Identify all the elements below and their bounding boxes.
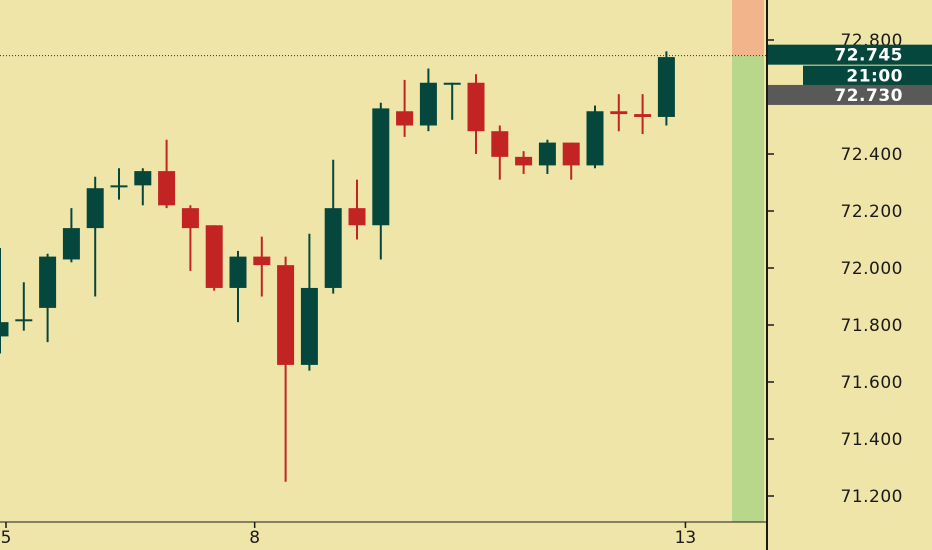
candle-body-up	[86, 188, 104, 229]
candle[interactable]	[181, 205, 199, 271]
candle-body-up	[586, 111, 604, 166]
candle[interactable]	[634, 94, 652, 135]
candle-body-down	[158, 171, 176, 206]
candle-body-up	[372, 108, 390, 226]
candle-body-up	[657, 57, 675, 117]
candle-body-up	[443, 82, 461, 85]
previous-price-badge-bg	[768, 84, 932, 105]
previous-price-badge: 72.730	[768, 84, 932, 106]
candle-body-down	[562, 142, 580, 166]
y-tick-label: 71.200	[841, 487, 903, 507]
candle[interactable]	[39, 253, 57, 343]
y-tick-label: 71.800	[841, 316, 903, 336]
y-tick-label: 72.400	[841, 145, 903, 165]
last-price-label: 72.745	[834, 46, 903, 66]
x-axis: 5 8 13	[1, 522, 697, 548]
candle[interactable]	[253, 236, 271, 297]
candle-body-down	[348, 208, 366, 226]
candles	[0, 51, 675, 482]
candle[interactable]	[515, 151, 533, 174]
candle[interactable]	[300, 233, 318, 371]
countdown-label: 21:00	[846, 67, 903, 87]
candle-body-down	[253, 256, 271, 266]
last-price-badge-bg	[768, 44, 932, 65]
candle-body-up	[39, 256, 57, 308]
candle-body-up	[538, 142, 556, 166]
candle[interactable]	[491, 125, 509, 180]
candle[interactable]	[586, 105, 604, 169]
candle[interactable]	[229, 250, 247, 323]
candle[interactable]	[15, 282, 33, 331]
x-tick-label: 5	[1, 528, 12, 548]
candle-body-up	[62, 228, 80, 260]
candle[interactable]	[134, 168, 152, 206]
candle-body-up	[0, 322, 9, 337]
candle[interactable]	[0, 248, 9, 354]
candle-body-down	[396, 111, 414, 126]
candle[interactable]	[205, 225, 223, 291]
candle-body-up	[15, 319, 33, 322]
candle-body-down	[181, 208, 199, 229]
candle-body-down	[205, 225, 223, 288]
candle-body-up	[324, 208, 342, 288]
previous-price-label: 72.730	[834, 86, 903, 106]
candle-body-down	[467, 82, 485, 132]
candle-body-up	[419, 82, 437, 126]
x-tick-label: 13	[675, 528, 697, 548]
candle[interactable]	[324, 159, 342, 294]
candle[interactable]	[277, 256, 295, 482]
candle-body-down	[610, 111, 628, 115]
x-tick-label: 8	[249, 528, 260, 548]
candle-body-down	[515, 156, 533, 166]
y-tick-label: 72.000	[841, 259, 903, 279]
y-tick-label: 72.200	[841, 202, 903, 222]
candle[interactable]	[110, 168, 128, 200]
candle[interactable]	[348, 179, 366, 240]
candle[interactable]	[86, 176, 104, 297]
zone-upper	[732, 0, 764, 56]
candle-body-down	[277, 265, 295, 365]
candle-body-down	[491, 131, 509, 157]
zone-lower	[732, 55, 764, 523]
candle-body-up	[229, 256, 247, 288]
candle[interactable]	[419, 68, 437, 132]
candle-body-up	[300, 287, 318, 365]
candle-body-up	[110, 185, 128, 188]
candle[interactable]	[467, 74, 485, 154]
candle[interactable]	[62, 208, 80, 263]
candle[interactable]	[610, 94, 628, 132]
y-tick-label: 71.600	[841, 373, 903, 393]
candle[interactable]	[158, 139, 176, 209]
last-price-badge: 72.745 21:00	[768, 44, 932, 87]
countdown-badge-bg	[803, 65, 932, 86]
candle[interactable]	[538, 139, 556, 174]
candle-body-up	[134, 171, 152, 186]
y-tick-label: 71.400	[841, 430, 903, 450]
candle[interactable]	[657, 51, 675, 126]
position-zones	[732, 0, 764, 523]
candle-body-down	[634, 114, 652, 117]
candle[interactable]	[443, 82, 461, 120]
candle[interactable]	[562, 142, 580, 180]
candle[interactable]	[372, 102, 390, 260]
candle[interactable]	[396, 79, 414, 137]
